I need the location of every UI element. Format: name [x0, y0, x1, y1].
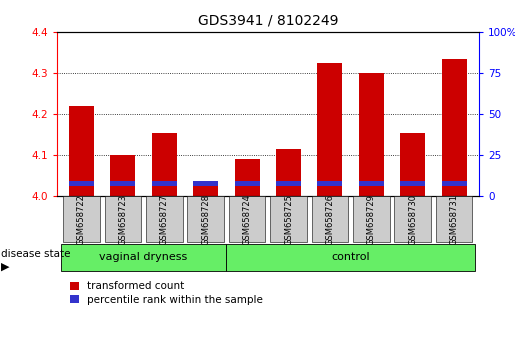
Bar	[105, 196, 141, 242]
Bar	[436, 196, 472, 242]
Bar	[111, 181, 135, 186]
Text: GSM658726: GSM658726	[325, 194, 334, 245]
Text: GSM658730: GSM658730	[408, 194, 417, 245]
Text: ▶: ▶	[1, 261, 9, 272]
Bar	[276, 181, 301, 186]
Bar	[317, 181, 342, 186]
Bar	[442, 181, 467, 186]
Bar	[353, 196, 389, 242]
Text: GSM658727: GSM658727	[160, 194, 169, 245]
Text: GSM658723: GSM658723	[118, 194, 127, 245]
Bar	[359, 181, 384, 186]
Bar	[270, 196, 307, 242]
Bar	[187, 196, 224, 242]
Legend: transformed count, percentile rank within the sample: transformed count, percentile rank withi…	[71, 281, 263, 305]
Bar	[69, 181, 94, 186]
Bar	[442, 59, 467, 196]
Text: control: control	[331, 252, 370, 262]
Bar	[400, 181, 425, 186]
Bar	[152, 133, 177, 196]
Bar	[193, 181, 218, 186]
Text: GSM658725: GSM658725	[284, 194, 293, 245]
Bar	[400, 133, 425, 196]
Bar	[317, 63, 342, 196]
Bar	[61, 244, 227, 271]
Bar	[111, 155, 135, 196]
Text: GSM658731: GSM658731	[450, 194, 459, 245]
Bar	[312, 196, 348, 242]
Bar	[69, 106, 94, 196]
Bar	[235, 181, 260, 186]
Bar	[227, 244, 475, 271]
Text: GSM658729: GSM658729	[367, 194, 376, 245]
Bar	[146, 196, 182, 242]
Bar	[394, 196, 431, 242]
Bar	[229, 196, 265, 242]
Text: GSM658724: GSM658724	[243, 194, 252, 245]
Bar	[193, 186, 218, 196]
Bar	[276, 149, 301, 196]
Title: GDS3941 / 8102249: GDS3941 / 8102249	[198, 14, 338, 28]
Bar	[359, 73, 384, 196]
Text: GSM658728: GSM658728	[201, 194, 210, 245]
Text: GSM658722: GSM658722	[77, 194, 86, 245]
Text: disease state: disease state	[1, 249, 70, 259]
Bar	[235, 159, 260, 196]
Text: vaginal dryness: vaginal dryness	[99, 252, 188, 262]
Bar	[152, 181, 177, 186]
Bar	[63, 196, 100, 242]
